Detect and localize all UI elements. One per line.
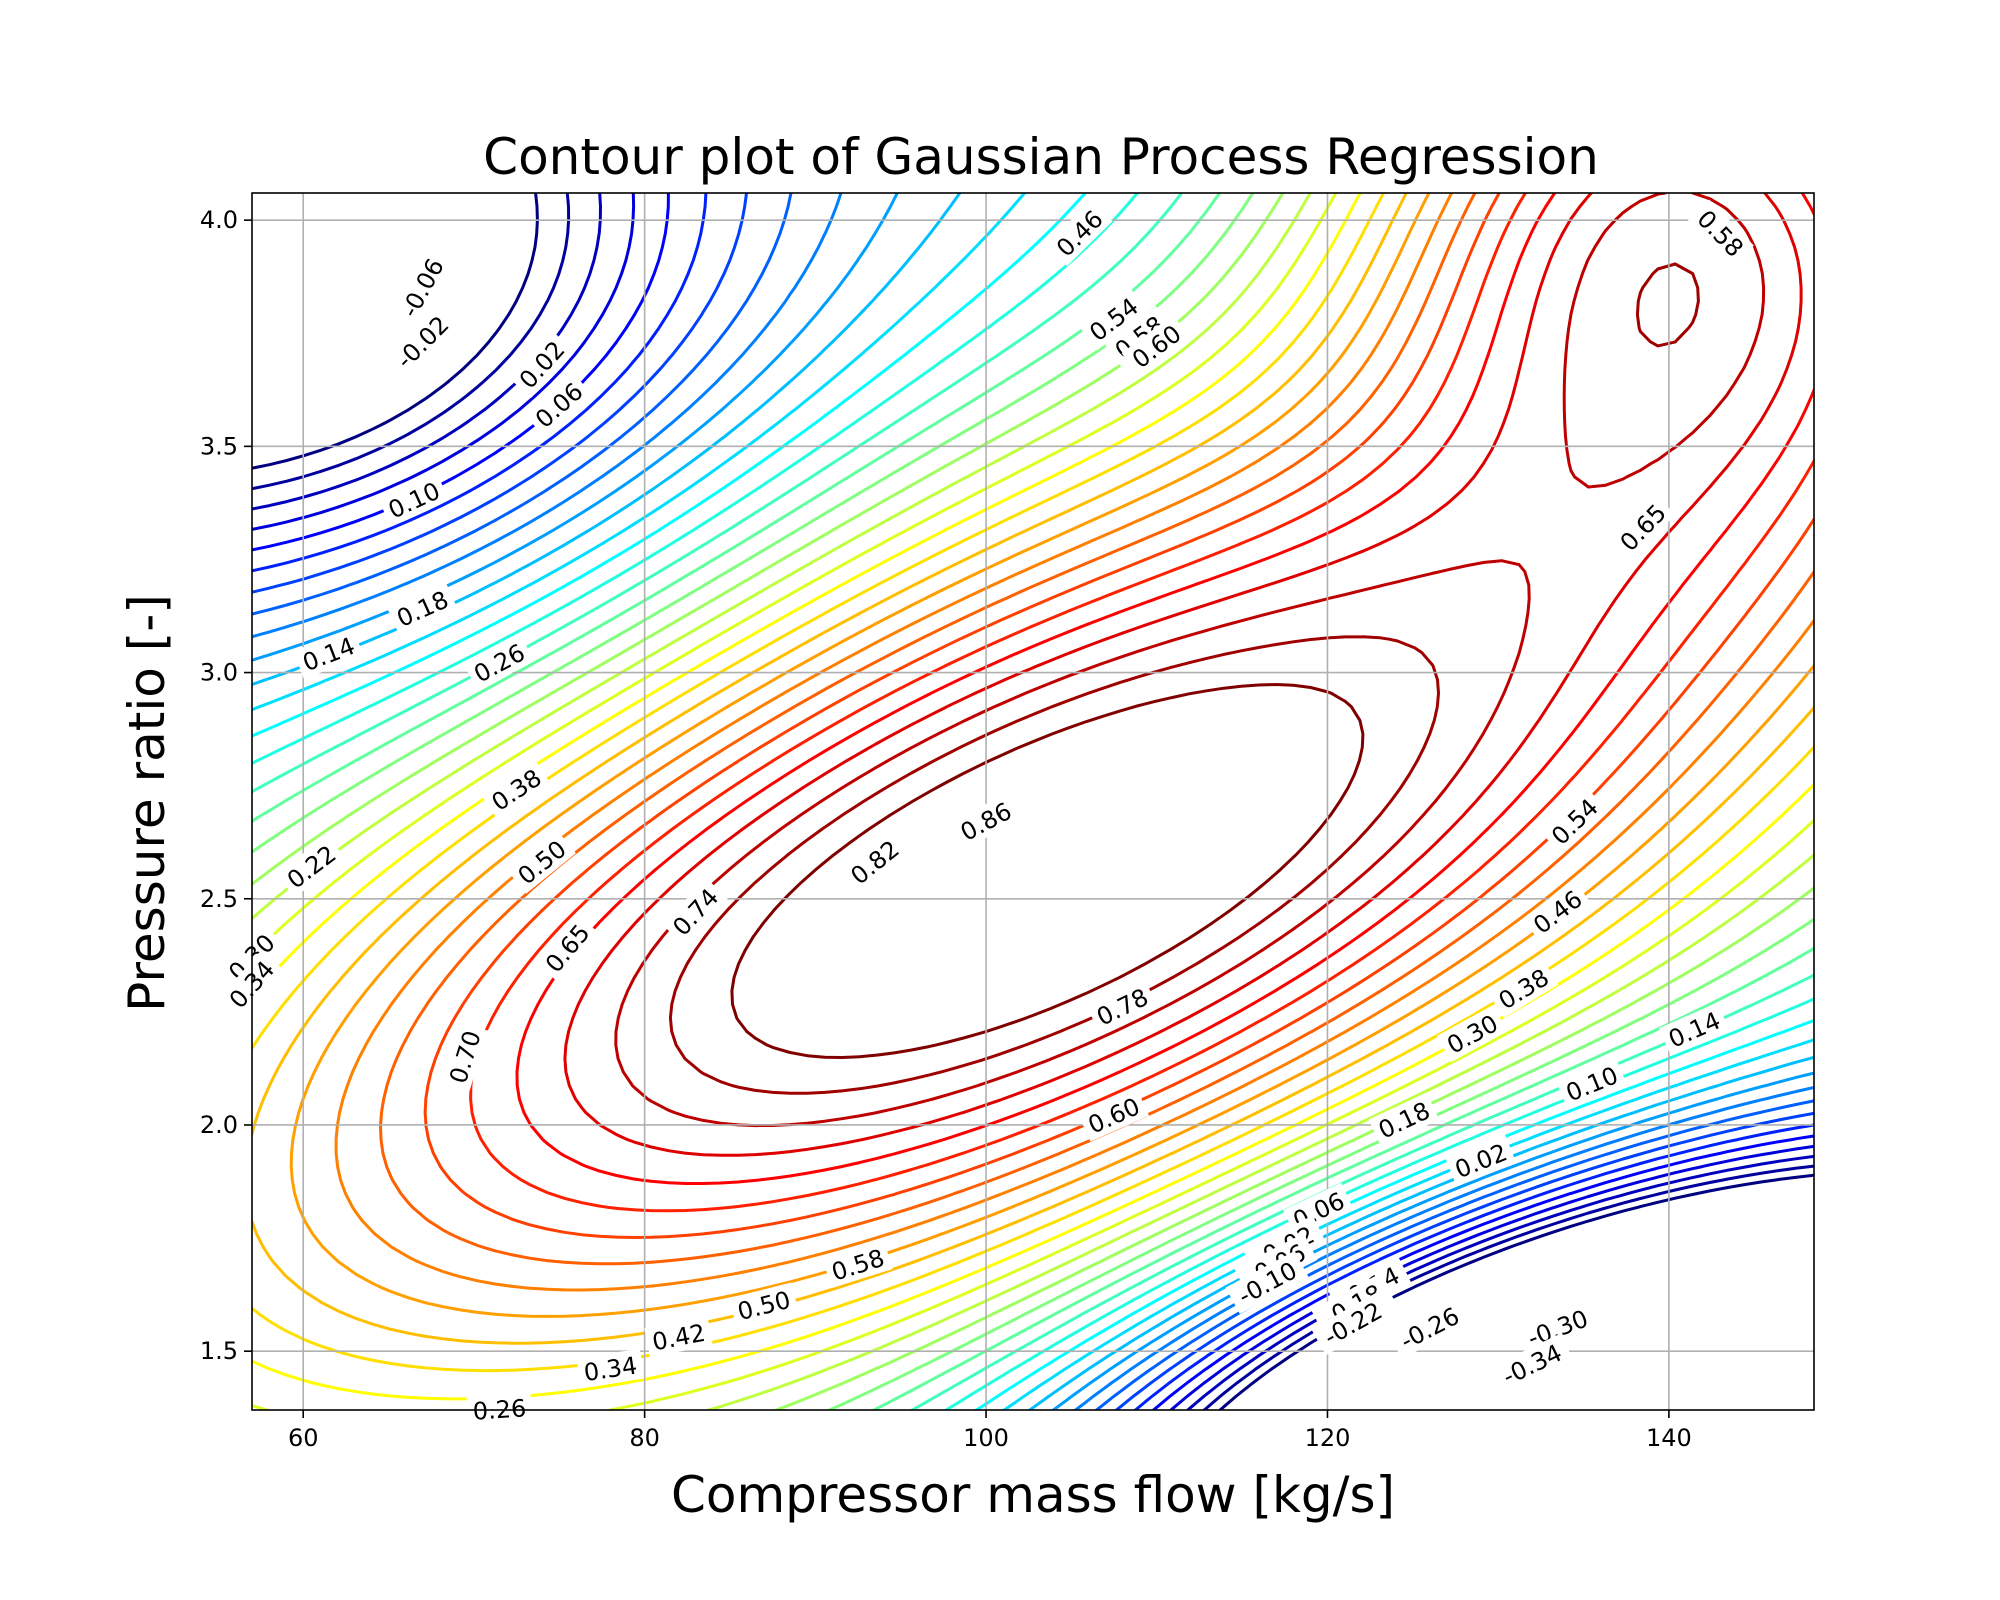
contour-label-background [950,792,1021,850]
x-tick-label: 60 [288,1424,319,1452]
y-tick-label: 4.0 [200,206,238,234]
contour-label-background [1121,314,1191,378]
y-tick-label: 3.0 [200,659,238,687]
y-axis-label: Pressure ratio [-] [118,594,176,1012]
contour-label-background [1522,880,1592,943]
y-tick-label: 3.5 [200,432,238,460]
contour-label: 0.34 [576,1348,645,1388]
contour-label-background [1687,199,1754,267]
y-axis-ticks: 1.5 2.0 2.5 3.0 3.5 4.0 [200,206,252,1365]
contour-level-line [730,683,1365,1059]
contour-label-background [840,830,909,894]
contour-label-background [466,1391,533,1427]
x-axis-label: Compressor mass flow [kg/s] [671,1466,1395,1524]
contour-label-background [481,759,551,820]
contour-label-background [1556,1057,1628,1110]
contour-label-background [1436,1005,1508,1063]
x-tick-label: 140 [1646,1424,1692,1452]
contour-level-line [289,193,1814,1318]
contour-label-background [1104,305,1174,369]
contour-label: 0.50 [729,1282,799,1328]
y-tick-label: 1.5 [200,1337,238,1365]
x-axis-ticks: 60 80 100 120 140 [288,1410,1692,1452]
x-tick-label: 80 [629,1424,660,1452]
contour-label-background [378,472,450,527]
contour-label-background [1445,1134,1517,1187]
contour-label-background [293,628,364,679]
contour-level-line [252,193,1814,1410]
contour-level-line [252,193,1814,1410]
contour-level-line [252,193,1814,1410]
contour-level-line [252,193,1814,1410]
contour-label-background [1078,287,1149,351]
contour-label-background [1086,978,1158,1034]
contour-label-background [822,1240,893,1289]
contour-label: 0.54 [1540,788,1608,855]
contour-level-line [252,193,1814,1410]
contour-label-background [535,913,600,983]
contour-label-background [1540,788,1608,855]
contour-label-background [1225,1250,1309,1314]
contour-label-background [644,1315,713,1358]
contour-level-line [563,193,1803,1157]
y-tick-label: 2.0 [200,1111,238,1139]
axes-frame [251,192,1815,1411]
contour-label-background [1658,1002,1730,1056]
contour-level-line [668,262,1700,1095]
contour-level-line [252,193,1814,1410]
contour-label-background [1609,493,1676,561]
contour-label-background [524,372,593,438]
contour-level-line [252,193,1814,1410]
contour-level-line [252,193,1814,1410]
contour-label-background [1488,958,1559,1018]
contour-level-line [334,193,1814,1292]
contour-label-background [1045,199,1113,267]
contour-label-background [440,1021,489,1092]
contour-label-background [1387,1296,1471,1359]
contour-level-line [252,193,1814,1410]
contour-label: 0.02 [508,330,575,399]
chart-title: Contour plot of Gaussian Process Regress… [483,128,1599,186]
contour-label-background [508,330,575,399]
contour-label-background [662,878,728,946]
contour-label-background [463,634,535,691]
y-tick-label: 2.5 [200,885,238,913]
contour-label-background [383,303,461,380]
contour-label-background [1368,1092,1440,1147]
x-tick-label: 100 [963,1424,1009,1452]
x-tick-label: 120 [1305,1424,1351,1452]
contour-label-background [1515,1299,1600,1356]
contour-label: 0.26 [466,1391,533,1427]
contour-label-background [729,1282,799,1328]
contour-level-line [252,193,1814,1401]
contour-lines [252,193,1814,1410]
contour-level-line [423,193,1814,1239]
contour-label-background [386,581,458,636]
contour-level-line [614,193,1766,1128]
contour-label-background [507,830,576,894]
contour-label-background [1311,1290,1394,1356]
contour-label-background [390,246,454,329]
contour-label-background [576,1348,645,1388]
contour-label-background [276,835,346,898]
contour-label-background [1078,1088,1150,1142]
contour-level-line [469,193,1814,1213]
contour-label-background [1490,1333,1574,1395]
contour-level-line [252,193,1814,1373]
